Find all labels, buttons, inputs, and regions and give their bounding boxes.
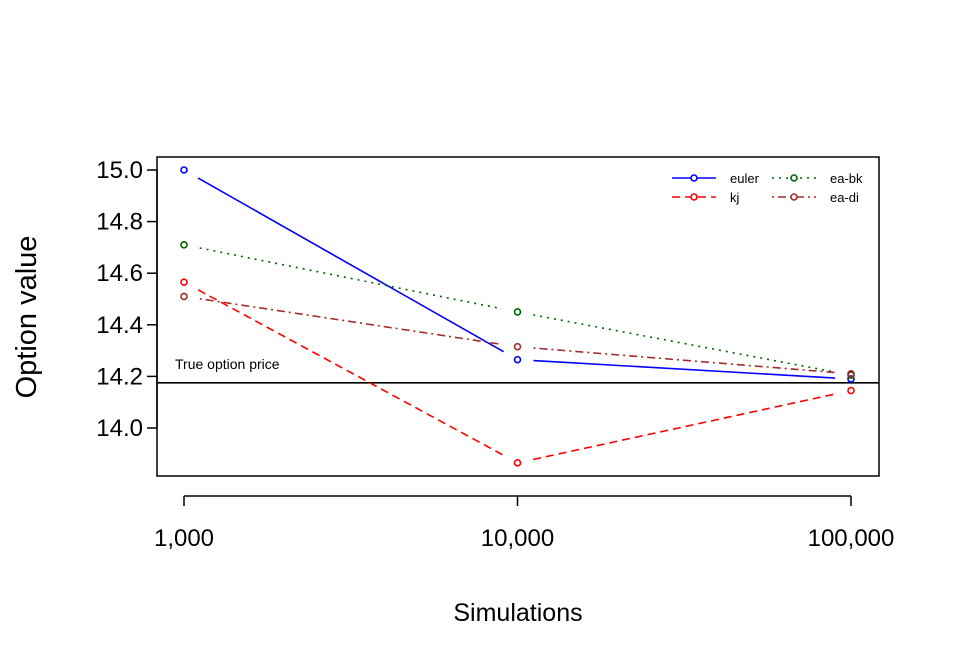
series-line-segment (533, 347, 836, 374)
legend: euler kj ea-bk ea-di (672, 171, 863, 205)
legend-label: ea-di (830, 190, 859, 205)
y-tick-label: 14.8 (96, 209, 143, 236)
x-axis-title: Simulations (453, 599, 582, 627)
data-point (180, 241, 188, 249)
true-option-price-label: True option price (175, 356, 280, 372)
series-ea-di (180, 292, 855, 378)
legend-marker (690, 193, 698, 201)
data-point (180, 292, 188, 301)
x-tick-label: 100,000 (808, 525, 895, 552)
x-axis: 1,000 10,000 100,000 (154, 495, 895, 552)
series-line-segment (197, 177, 504, 353)
data-point (513, 308, 522, 316)
legend-item-euler: euler (672, 171, 760, 186)
x-tick-label: 1,000 (154, 525, 214, 552)
y-tick-label: 14.0 (96, 415, 143, 442)
y-tick-label: 15.0 (96, 157, 143, 184)
series-line-segment (533, 359, 836, 379)
legend-label: kj (730, 190, 740, 205)
series-kj (180, 278, 855, 467)
series-line-segment (197, 289, 504, 456)
legend-label: ea-bk (830, 171, 863, 186)
data-point (180, 166, 188, 174)
data-point (847, 370, 855, 378)
legend-label: euler (730, 171, 760, 186)
series-group (180, 166, 855, 467)
legend-marker (790, 193, 798, 201)
legend-marker (790, 174, 798, 182)
data-point (513, 342, 522, 351)
y-axis-title: Option value (11, 236, 43, 399)
data-point (513, 459, 522, 467)
series-line-segment (199, 247, 502, 310)
series-line-segment (199, 298, 502, 346)
series-euler (180, 166, 855, 383)
data-point (513, 355, 522, 364)
y-axis: 14.0 14.2 14.4 14.6 14.8 15.0 (96, 157, 158, 442)
legend-marker (690, 174, 698, 182)
legend-item-kj: kj (672, 190, 740, 205)
legend-item-ea-di: ea-di (772, 190, 859, 205)
data-point (847, 386, 855, 395)
y-tick-label: 14.2 (96, 363, 143, 390)
y-tick-label: 14.6 (96, 260, 143, 287)
data-point (180, 278, 188, 287)
y-tick-label: 14.4 (96, 312, 143, 339)
x-tick-label: 10,000 (481, 525, 554, 552)
legend-item-ea-bk: ea-bk (772, 171, 863, 186)
data-point (847, 375, 855, 383)
